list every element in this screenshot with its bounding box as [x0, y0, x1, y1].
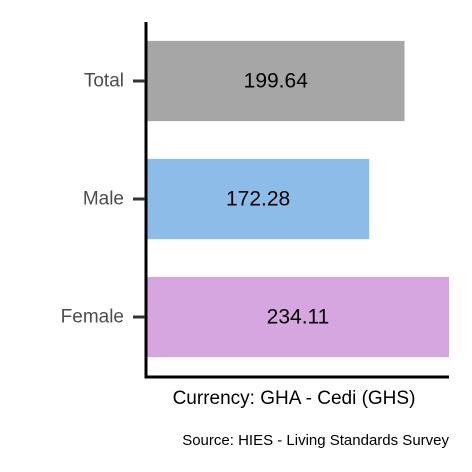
bar-total	[147, 40, 405, 122]
y-tick-label-male: Male	[83, 189, 124, 210]
y-tick-label-total: Total	[84, 71, 124, 92]
bar-value-label-female: 234.11	[267, 306, 330, 329]
bar-value-label-male: 172.28	[226, 188, 290, 211]
source-caption: Source: HIES - Living Standards Survey	[182, 432, 449, 449]
bars-layer: 199.64 172.28 234.11	[147, 40, 449, 358]
x-axis-title: Currency: GHA - Cedi (GHS)	[173, 388, 416, 409]
axis-layer	[144, 22, 449, 379]
ticks-layer: Total Male Female	[61, 71, 145, 328]
bar-male	[147, 158, 370, 240]
bar-value-label-total: 199.64	[244, 70, 309, 93]
bar-female	[147, 276, 449, 358]
y-tick-label-female: Female	[61, 307, 124, 328]
